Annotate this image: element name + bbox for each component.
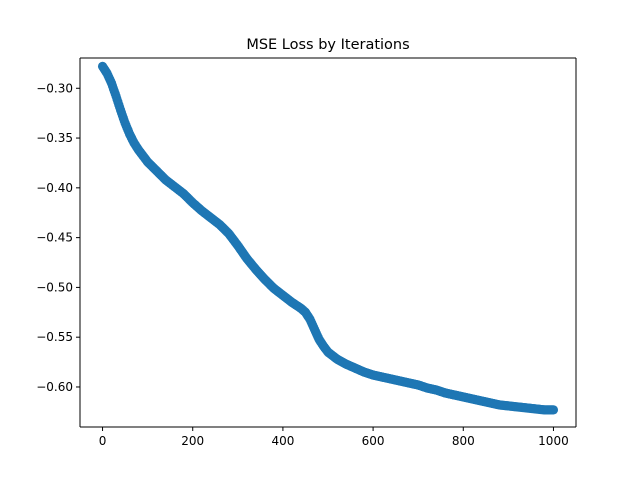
chart-title: MSE Loss by Iterations <box>246 37 409 53</box>
y-tick-label: −0.55 <box>36 330 73 344</box>
y-tick-label: −0.30 <box>36 81 73 95</box>
y-tick-label: −0.45 <box>36 231 73 245</box>
y-tick-label: −0.40 <box>36 181 73 195</box>
data-points-layer <box>97 61 559 415</box>
x-tick-label: 400 <box>271 434 294 448</box>
x-tick-label: 200 <box>181 434 204 448</box>
data-point <box>548 405 559 415</box>
x-tick-label: 600 <box>362 434 385 448</box>
axes-layer: 0 200 400 600 800 1000 −0.30 −0.35 −0.40 −0.45 −0.… <box>36 57 577 448</box>
y-tick-label: −0.60 <box>36 380 73 394</box>
x-tick-label: 800 <box>452 434 475 448</box>
y-tick-label: −0.35 <box>36 131 73 145</box>
plot-area <box>80 58 576 427</box>
x-tick-label: 0 <box>99 434 107 448</box>
x-tick-label: 1000 <box>538 434 569 448</box>
y-tick-label: −0.50 <box>36 280 73 294</box>
